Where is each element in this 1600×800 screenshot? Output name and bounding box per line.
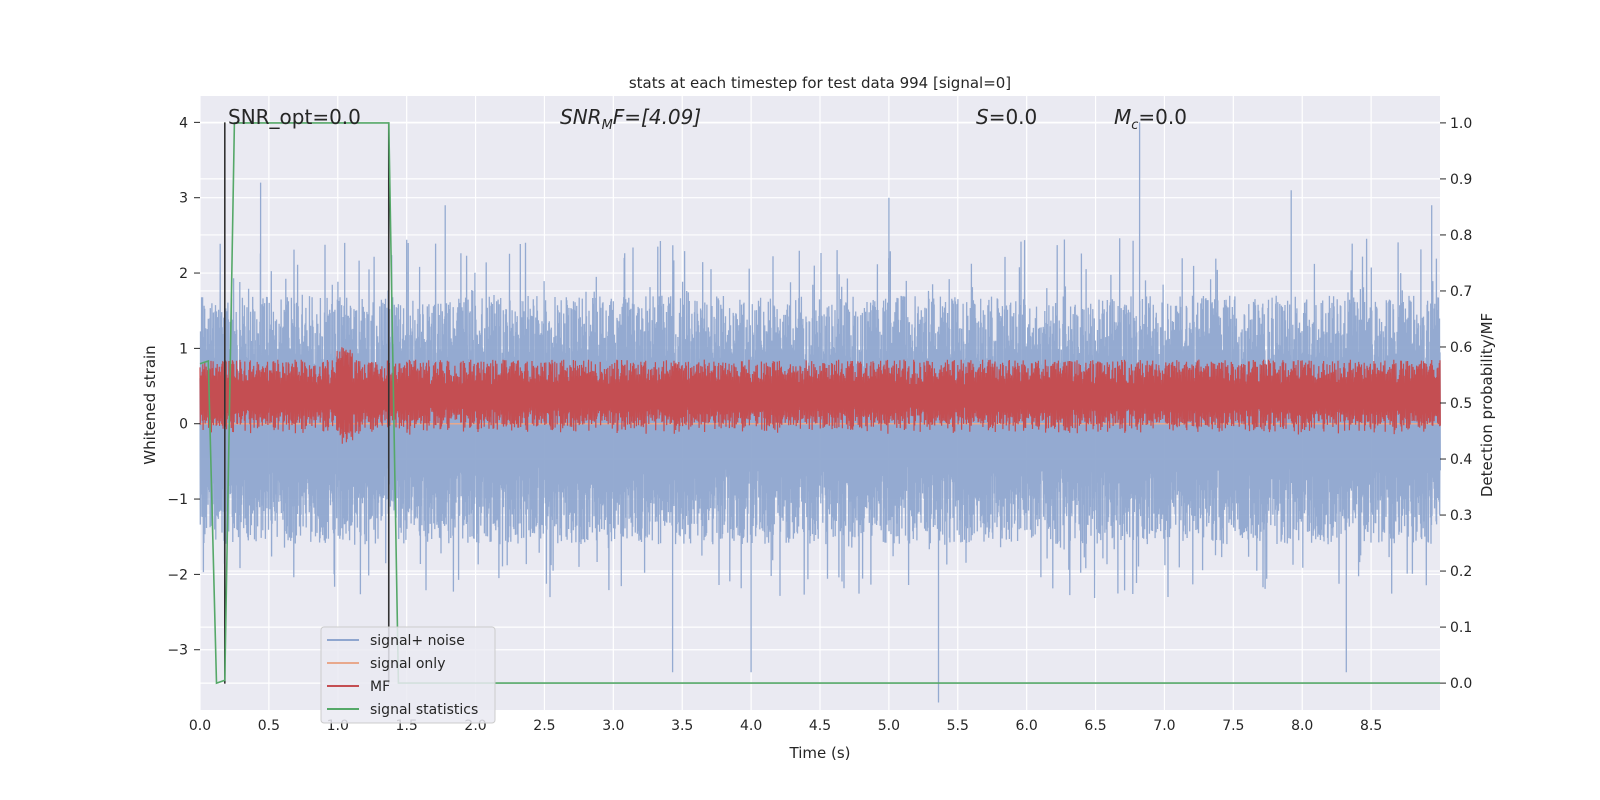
x-tick-label: 5.5 [947, 718, 969, 734]
mf-line [199, 347, 1441, 444]
legend-label-mf: MF [370, 679, 390, 695]
y2-tick-label: 0.6 [1450, 340, 1472, 356]
x-tick-label: 3.0 [602, 718, 624, 734]
mc-value: =0.0 [1138, 105, 1187, 129]
x-tick-label: 4.5 [809, 718, 831, 734]
y-tick-label: 2 [179, 266, 188, 282]
vertical-markers [224, 122, 390, 684]
mf-series [199, 347, 1441, 444]
y2-tick-label: 0.1 [1450, 620, 1472, 636]
y2-tick-label: 0.7 [1450, 284, 1472, 300]
y2-tick-label: 0.2 [1450, 564, 1472, 580]
y-tick-label: 0 [179, 417, 188, 433]
s-label: S [976, 105, 989, 129]
y2-tick-label: 0.9 [1450, 172, 1472, 188]
y-tick-label: −2 [167, 567, 188, 583]
y2-tick-label: 0.0 [1450, 676, 1472, 692]
chart-title: stats at each timestep for test data 994… [629, 74, 1011, 92]
x-tick-label: 8.0 [1291, 718, 1313, 734]
s-annotation: S=0.0 [976, 105, 1037, 129]
mc-annotation: Mc=0.0 [1114, 105, 1187, 133]
y2-tick-label: 0.3 [1450, 508, 1472, 524]
y-tick-label: 3 [179, 191, 188, 207]
x-tick-label: 8.5 [1360, 718, 1382, 734]
y-axis-label: Whitened strain [141, 345, 159, 464]
snr-mf-rest: F=[4.09] [613, 105, 701, 129]
y2-axis-label: Detection probability/MF [1478, 313, 1496, 497]
x-tick-label: 6.0 [1016, 718, 1038, 734]
x-tick-label: 6.5 [1084, 718, 1106, 734]
x-tick-label: 7.0 [1153, 718, 1175, 734]
x-axis-ticks: 0.0 0.5 1.0 1.5 2.0 2.5 3.0 3.5 4.0 4.5 5.0 5.5 6.0 6… [189, 718, 1382, 734]
y-tick-label: −1 [167, 492, 188, 508]
y2-tick-label: 0.5 [1450, 396, 1472, 412]
y2-axis-ticks: 1.0 0.9 0.8 0.7 0.6 0.5 0.4 0.3 0.2 0.1 0.0 [1440, 116, 1472, 692]
x-tick-label: 3.5 [671, 718, 693, 734]
x-axis-label: Time (s) [789, 744, 851, 762]
y2-tick-label: 0.8 [1450, 228, 1472, 244]
mc-sub: c [1131, 118, 1138, 133]
y-tick-label: −3 [167, 643, 188, 659]
snr-mf-prefix: SNR [560, 105, 602, 129]
legend-box [320, 626, 496, 724]
x-tick-label: 4.0 [740, 718, 762, 734]
s-value: =0.0 [989, 105, 1038, 129]
y2-tick-label: 0.4 [1450, 452, 1472, 468]
legend-label-signal-only: signal only [370, 656, 445, 672]
snr-mf-sub: M [602, 118, 613, 133]
mc-label: M [1114, 105, 1131, 129]
y2-tick-label: 1.0 [1450, 116, 1472, 132]
x-tick-label: 0.5 [258, 718, 280, 734]
y-tick-label: 4 [179, 115, 188, 131]
legend-label-signal-statistics: signal statistics [370, 702, 478, 718]
x-tick-label: 0.0 [189, 718, 211, 734]
x-tick-label: 7.5 [1222, 718, 1244, 734]
legend-label-signal-noise: signal+ noise [370, 633, 465, 649]
x-tick-label: 5.0 [878, 718, 900, 734]
snr-mf-annotation: SNRMF=[4.09] [560, 105, 701, 133]
snr-opt-annotation: SNR_opt=0.0 [228, 105, 361, 129]
y-axis-ticks: 4 3 2 1 0 −1 −2 −3 [167, 115, 200, 659]
legend: signal+ noise signal only MF signal stat… [320, 626, 496, 724]
x-tick-label: 2.5 [533, 718, 555, 734]
y-tick-label: 1 [179, 341, 188, 357]
